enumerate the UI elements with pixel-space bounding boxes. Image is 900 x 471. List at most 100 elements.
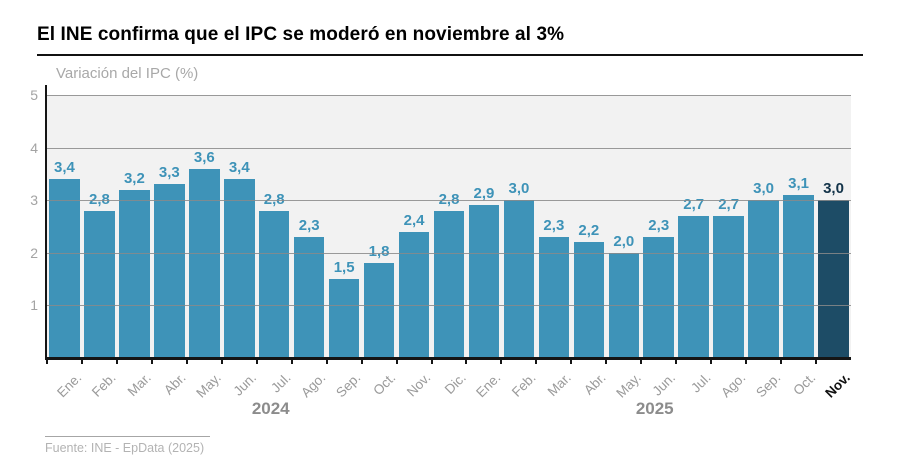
- bar: [503, 200, 535, 358]
- year-label-2025: 2025: [635, 399, 674, 418]
- bar: [189, 168, 220, 358]
- bar-value-label: 2,8: [263, 190, 285, 208]
- footer-rule: [45, 436, 210, 437]
- y-tick-label-5: 5: [30, 87, 38, 103]
- x-tick-label: Abr.: [161, 370, 189, 398]
- axis-tick: [150, 360, 153, 364]
- axis-tick: [46, 360, 48, 364]
- bar: [363, 263, 395, 358]
- gridline-2: [47, 252, 851, 254]
- axis-tick: [605, 360, 608, 364]
- x-tick-label: Ene.: [53, 370, 85, 401]
- bar-value-label: 2,0: [613, 232, 635, 250]
- bar-value-label: 2,7: [683, 195, 705, 213]
- bar: [398, 231, 430, 358]
- axis-tick: [675, 360, 678, 364]
- year-label-2024: 2024: [251, 399, 290, 418]
- axis-tick: [815, 360, 818, 364]
- title-underline: [37, 54, 863, 56]
- bar-value-label: 3,4: [228, 159, 250, 177]
- bar: [573, 242, 605, 358]
- axis-tick: [360, 360, 363, 364]
- x-axis-ticks: [46, 360, 851, 365]
- bar-value-label: 2,2: [578, 222, 600, 240]
- x-tick-label: Jun.: [649, 370, 679, 399]
- bar: [643, 237, 674, 358]
- bar: [433, 210, 465, 358]
- x-tick-label: Mar.: [544, 370, 574, 400]
- bar: [468, 205, 500, 358]
- axis-tick: [535, 360, 538, 364]
- bar: [328, 279, 360, 358]
- bar-value-label: 2,9: [473, 185, 495, 203]
- x-tick-label: Feb.: [89, 370, 120, 400]
- bar-value-label: 1,8: [368, 243, 390, 261]
- bar-value-label: 3,3: [158, 164, 180, 182]
- axis-tick: [220, 360, 223, 364]
- bar-value-label: 3,2: [123, 169, 145, 187]
- x-tick-label: Ago.: [718, 370, 749, 401]
- x-tick-label: May.: [612, 370, 644, 401]
- x-tick-label: Oct.: [370, 370, 399, 399]
- bar-value-label: 3,1: [788, 174, 809, 192]
- x-tick-label: Jun.: [230, 370, 259, 399]
- x-tick-label: Sep.: [752, 370, 784, 401]
- bars-container: 3,4 2,8 3,2 3,3 3,6 3,4 2,8 2,3 1,5 1,8 2,4 2,8 2,9 3…: [47, 95, 851, 358]
- y-axis-title: Variación del IPC (%): [56, 65, 199, 82]
- bar-value-label: 3,4: [54, 159, 75, 177]
- x-tick-label: Oct.: [790, 370, 819, 399]
- bar: [293, 237, 325, 358]
- bar-value-label: 1,5: [333, 259, 355, 277]
- axis-tick: [710, 360, 713, 364]
- axis-tick: [745, 360, 748, 364]
- y-tick-label-1: 1: [30, 297, 38, 314]
- axis-tick: [290, 360, 293, 364]
- x-tick-label: Jul.: [687, 370, 714, 396]
- axis-tick: [570, 360, 573, 364]
- x-axis-line: [45, 357, 851, 360]
- x-axis-labels: Ene. Feb. Mar. Abr. May. Jun. Jul. Ago. Sep. Oct.…: [47, 363, 853, 405]
- x-tick-label: Nov.: [404, 370, 434, 400]
- y-tick-label-4: 4: [30, 139, 38, 156]
- bar: [678, 215, 709, 358]
- bar: [783, 194, 814, 358]
- x-tick-label: Sep.: [333, 370, 364, 401]
- bar: [748, 200, 779, 358]
- x-tick-label: Abr.: [580, 370, 609, 398]
- bar-value-label: 2,4: [403, 211, 425, 229]
- gridline-1: [47, 305, 851, 307]
- axis-tick: [325, 360, 328, 364]
- bar-value-label: 2,8: [438, 190, 460, 208]
- x-tick-label: Dic.: [441, 370, 469, 398]
- axis-tick: [465, 360, 468, 364]
- bar-value-label: 3,0: [823, 180, 844, 198]
- page-title: El INE confirma que el IPC se moderó en …: [37, 24, 565, 45]
- bar-value-label: 2,8: [88, 190, 110, 208]
- bar: [258, 210, 290, 358]
- axis-tick: [185, 360, 188, 364]
- gridline-3: [47, 200, 851, 202]
- bar-highlight: [818, 200, 849, 358]
- bar-value-label: 3,6: [193, 148, 215, 166]
- bar: [538, 237, 570, 358]
- bar-value-label: 2,3: [298, 217, 320, 235]
- gridline-5: [47, 95, 851, 96]
- y-tick-label-3: 3: [30, 192, 38, 209]
- bar: [154, 184, 185, 358]
- axis-tick: [255, 360, 258, 364]
- x-tick-label: Ago.: [298, 370, 329, 401]
- x-tick-label: Jul.: [268, 370, 294, 396]
- bar-value-label: 2,3: [543, 217, 565, 235]
- gridline-4: [47, 147, 851, 149]
- y-axis-line: [45, 85, 47, 360]
- source-note: Fuente: INE - EpData (2025): [45, 441, 205, 455]
- bar: [84, 210, 115, 358]
- bar-value-label: 3,0: [508, 180, 530, 198]
- bar: [119, 189, 150, 358]
- x-tick-label: Feb.: [508, 370, 539, 400]
- bar: [49, 179, 80, 358]
- plot-area: 3,4 2,8 3,2 3,3 3,6 3,4 2,8 2,3 1,5 1,8 2,4 2,8 2,9 3…: [47, 95, 851, 358]
- axis-tick: [780, 360, 783, 364]
- x-tick-label: Ene.: [473, 370, 504, 401]
